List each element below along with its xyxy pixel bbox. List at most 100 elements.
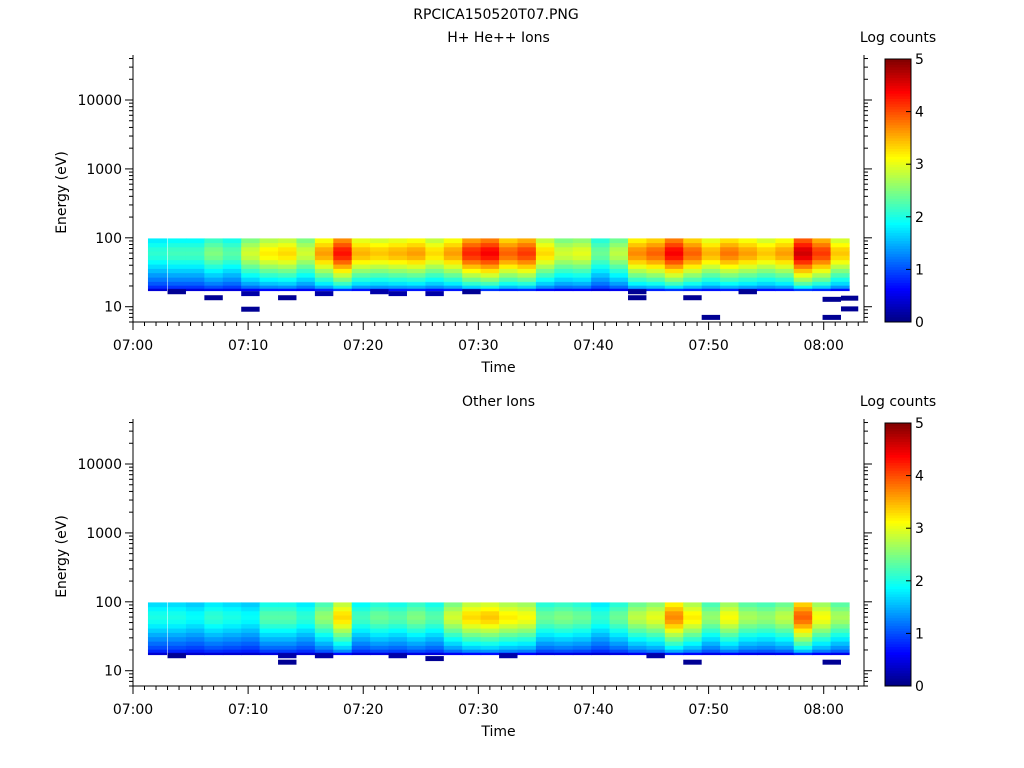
heatmap-cell xyxy=(425,285,445,290)
heatmap-cell xyxy=(259,288,279,292)
heatmap-cell xyxy=(609,288,629,292)
heatmap-cells xyxy=(147,602,850,665)
heatmap-cell xyxy=(701,641,721,647)
heatmap-cell xyxy=(646,273,666,279)
colorbar-band xyxy=(885,161,911,165)
heatmap-cell xyxy=(425,288,445,292)
low-energy-hit xyxy=(370,289,389,295)
heatmap-cell xyxy=(185,247,205,253)
colorbar-band xyxy=(885,182,911,186)
heatmap-cell xyxy=(609,277,629,283)
heatmap-cell xyxy=(499,247,519,253)
colorbar-tick-label: 1 xyxy=(915,262,924,278)
heatmap-cell xyxy=(480,645,500,651)
heatmap-cell xyxy=(664,247,684,253)
colorbar-band xyxy=(885,116,911,120)
heatmap-cell xyxy=(756,619,776,625)
colorbar-band xyxy=(885,601,911,605)
heatmap-cell xyxy=(388,607,408,612)
heatmap-cell xyxy=(185,255,205,261)
heatmap-cell xyxy=(591,243,611,248)
heatmap-cell xyxy=(628,255,648,261)
heatmap-cell xyxy=(222,255,242,261)
colorbar-band xyxy=(885,446,911,450)
heatmap-cell xyxy=(147,243,167,248)
heatmap-cell xyxy=(812,255,832,261)
heatmap-cell xyxy=(775,632,795,638)
low-energy-hit xyxy=(738,289,757,295)
heatmap-cell xyxy=(147,637,167,643)
heatmap-cell xyxy=(683,264,703,270)
heatmap-cell xyxy=(259,645,279,651)
heatmap-cell xyxy=(756,611,776,617)
heatmap-cell xyxy=(720,285,740,290)
colorbar-band xyxy=(885,282,911,286)
low-energy-hit xyxy=(314,291,334,297)
heatmap-cell xyxy=(738,615,758,621)
heatmap-cell xyxy=(241,273,261,279)
heatmap-cell xyxy=(222,268,242,274)
heatmap-cell xyxy=(167,281,187,287)
heatmap-cell xyxy=(830,260,850,266)
heatmap-cell xyxy=(756,255,776,261)
heatmap-cell xyxy=(775,285,795,290)
colorbar-band xyxy=(885,316,911,320)
heatmap-cell xyxy=(793,649,813,654)
colorbar-band xyxy=(885,90,911,94)
heatmap-cell xyxy=(278,641,298,647)
colorbar-band xyxy=(885,306,911,310)
heatmap-cell xyxy=(388,243,408,248)
heatmap-cell xyxy=(609,628,629,634)
heatmap-cell xyxy=(443,649,463,654)
colorbar-band xyxy=(885,98,911,102)
heatmap-cell xyxy=(812,615,832,621)
heatmap-cell xyxy=(591,273,611,279)
heatmap-cell xyxy=(609,238,629,244)
heatmap-cell xyxy=(147,624,167,630)
heatmap-cell xyxy=(720,277,740,283)
heatmap-cell xyxy=(333,624,353,630)
heatmap-cell xyxy=(462,255,482,261)
heatmap-cell xyxy=(204,281,224,287)
colorbar-band xyxy=(885,153,911,157)
colorbar-band xyxy=(885,572,911,577)
heatmap-cell xyxy=(480,615,500,621)
heatmap-cell xyxy=(756,628,776,634)
heatmap-cell xyxy=(480,251,500,257)
heatmap-cell xyxy=(241,641,261,647)
heatmap-cell xyxy=(480,637,500,643)
heatmap-cell xyxy=(701,652,721,656)
heatmap-cell xyxy=(425,607,445,612)
heatmap-cell xyxy=(333,277,353,283)
heatmap-cell xyxy=(443,288,463,292)
colorbar-band xyxy=(885,243,911,247)
heatmap-cell xyxy=(167,607,187,612)
colorbar-band xyxy=(885,614,911,619)
colorbar-band xyxy=(885,85,911,89)
heatmap-cell xyxy=(591,285,611,290)
heatmap-cell xyxy=(443,268,463,274)
heatmap-cell xyxy=(499,268,519,274)
heatmap-cell xyxy=(167,637,187,643)
heatmap-cell xyxy=(701,645,721,651)
heatmap-cell xyxy=(628,273,648,279)
heatmap-cell xyxy=(738,247,758,253)
heatmap-cell xyxy=(443,243,463,248)
heatmap-cell xyxy=(241,611,261,617)
y-axis-label: Energy (eV) xyxy=(54,515,70,598)
heatmap-cell xyxy=(683,645,703,651)
heatmap-cell xyxy=(241,645,261,651)
heatmap-cell xyxy=(793,260,813,266)
low-energy-hit xyxy=(241,291,260,297)
heatmap-cell xyxy=(241,649,261,654)
heatmap-cell xyxy=(646,268,666,274)
heatmap-cell xyxy=(204,238,224,244)
colorbar-band xyxy=(885,675,911,679)
heatmap-cell xyxy=(480,602,500,608)
heatmap-cell xyxy=(480,628,500,634)
heatmap-cell xyxy=(738,652,758,656)
heatmap-cell xyxy=(554,607,574,612)
heatmap-cell xyxy=(517,645,537,651)
heatmap-cell xyxy=(351,277,371,283)
y-tick-label: 100 xyxy=(95,231,122,247)
